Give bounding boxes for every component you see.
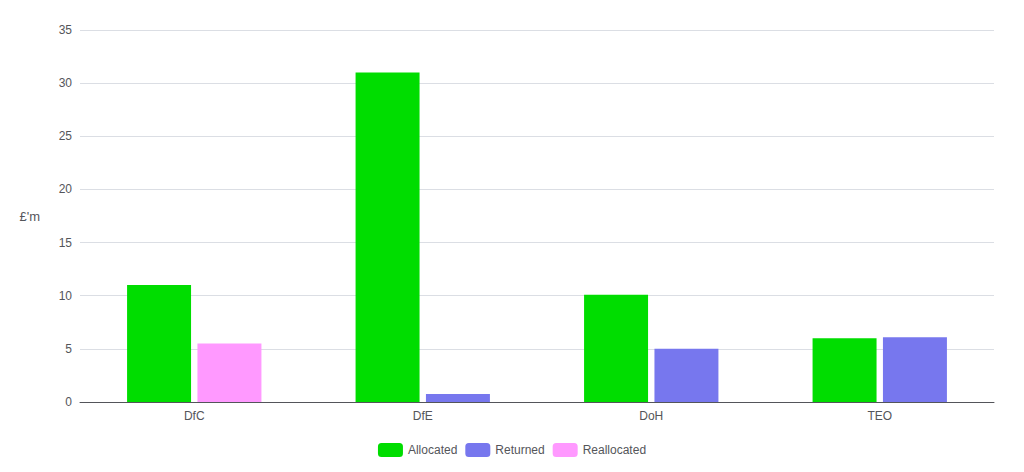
svg-text:10: 10 <box>59 289 73 303</box>
svg-text:DfC: DfC <box>184 409 205 423</box>
svg-text:0: 0 <box>65 395 72 409</box>
svg-text:15: 15 <box>59 236 73 250</box>
svg-text:Reallocated: Reallocated <box>583 443 646 457</box>
svg-text:DfE: DfE <box>413 409 433 423</box>
svg-text:TEO: TEO <box>867 409 892 423</box>
svg-text:Returned: Returned <box>495 443 544 457</box>
svg-text:30: 30 <box>59 76 73 90</box>
svg-text:£'m: £'m <box>19 209 40 224</box>
svg-text:35: 35 <box>59 23 73 37</box>
svg-text:Allocated: Allocated <box>408 443 457 457</box>
svg-text:5: 5 <box>65 342 72 356</box>
svg-text:25: 25 <box>59 129 73 143</box>
svg-text:DoH: DoH <box>639 409 663 423</box>
svg-text:20: 20 <box>59 182 73 196</box>
